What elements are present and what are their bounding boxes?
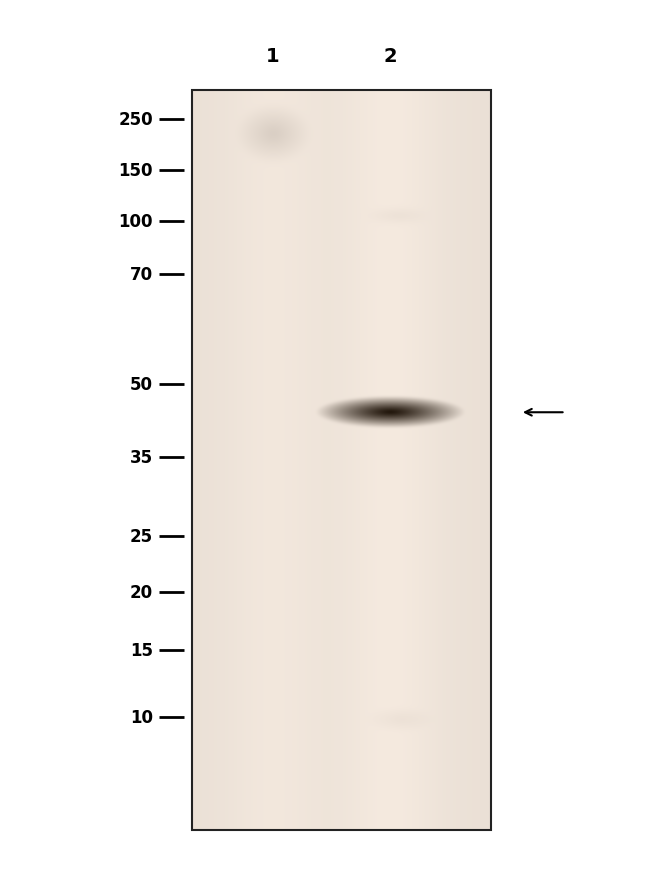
Text: 50: 50 [130,375,153,393]
Text: 250: 250 [118,111,153,129]
Text: 2: 2 [384,47,396,66]
Bar [192,91,491,830]
Text: 15: 15 [130,641,153,659]
Text: 20: 20 [129,584,153,601]
Text: 25: 25 [129,527,153,545]
Text: 100: 100 [118,213,153,230]
Text: 70: 70 [129,266,153,283]
Text: 1: 1 [266,47,280,66]
Text: 10: 10 [130,708,153,726]
Text: 35: 35 [129,449,153,467]
Text: 150: 150 [118,162,153,179]
